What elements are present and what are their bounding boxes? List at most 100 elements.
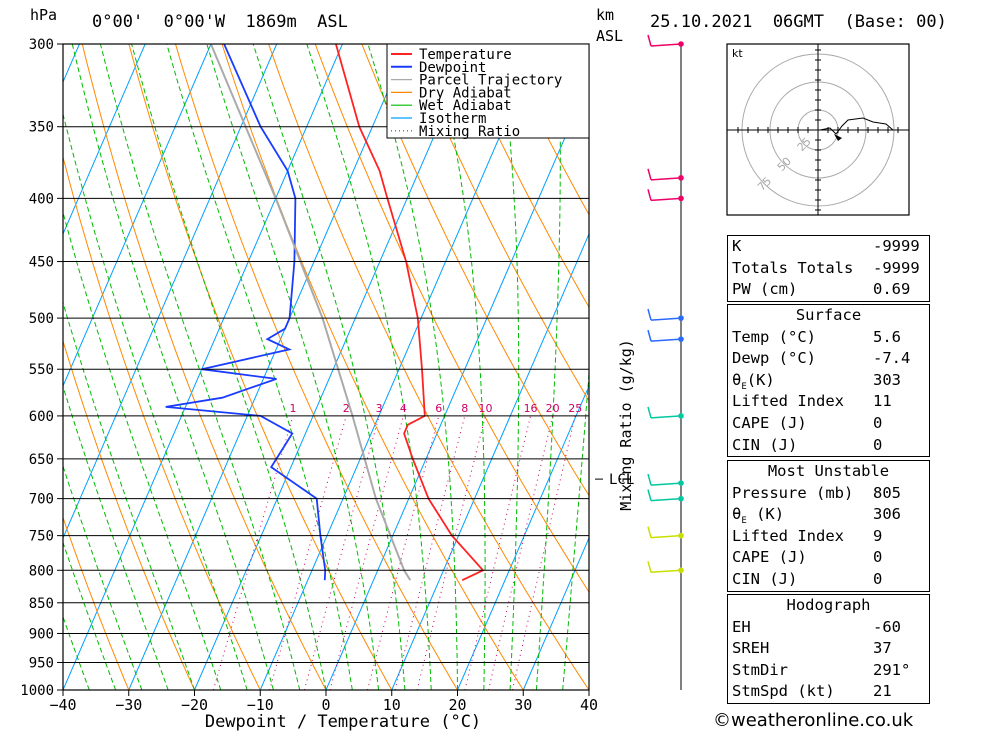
legend-label: Dewpoint (419, 60, 486, 76)
y-tick-label: 700 (29, 492, 54, 508)
dry-adiabat-line (968, 44, 1000, 690)
wind-level-dot (678, 41, 684, 47)
isotherm-line (63, 44, 146, 236)
location-title: 0°00' 0°00'W 1869m ASL (92, 12, 348, 32)
dry-adiabat-line (221, 44, 524, 690)
dry-adiabat-line (361, 44, 589, 497)
x-tick-label: −20 (181, 696, 208, 714)
legend-label: Isotherm (419, 111, 486, 127)
y-tick-label: 750 (29, 529, 54, 545)
y-tick-label: 900 (29, 626, 54, 642)
copyright-footer: ©weatheronline.co.uk (713, 710, 914, 731)
wind-barb-feather (647, 308, 652, 321)
wind-level-dot (678, 495, 684, 502)
x-tick-label: 10 (383, 696, 401, 714)
isotherm-line (522, 536, 589, 690)
wind-barb (650, 338, 682, 342)
dry-adiabat-line (63, 516, 130, 690)
wind-barb (650, 569, 682, 574)
mixing-ratio-label: 16 (524, 402, 538, 415)
wind-barb-feather (647, 189, 652, 201)
lcl-label: LCL (609, 472, 634, 488)
wind-barb-feather (647, 406, 652, 419)
hodograph-unit-label: kt (732, 47, 743, 60)
x-tick-label: −10 (247, 696, 274, 714)
surface-cape-value: 0 (873, 413, 883, 432)
wind-barb-feather (647, 473, 652, 486)
wet-adiabat-line (166, 44, 353, 690)
mixing-ratio-label: 2 (343, 402, 350, 415)
wind-barb (650, 317, 682, 321)
most-unstable-title: Most Unstable (767, 462, 890, 480)
sreh-value: 37 (873, 639, 892, 658)
mu-li-value: 9 (873, 526, 883, 545)
wet-adiabat-line (306, 44, 432, 690)
y-tick-label: 650 (29, 452, 54, 468)
mixing-ratio-line (329, 415, 404, 690)
dry-adiabat-line (268, 44, 589, 690)
mixing-ratio-labels: 1 2 3 4 6 8 10 16 20 25 (289, 402, 582, 415)
isotherm-line (63, 44, 278, 540)
y-tick-label: 850 (29, 596, 54, 612)
wind-barb-feather (647, 489, 652, 501)
surface-dewp-value: -7.4 (873, 349, 911, 368)
surface-thetae-value: 303 (873, 370, 901, 389)
wind-level-dot (678, 336, 684, 342)
mixing-ratio-label: 6 (435, 402, 442, 415)
wet-adiabat-line (71, 44, 274, 690)
wet-adiabat-line (562, 367, 589, 690)
wind-level-dot (678, 567, 684, 574)
mixing-ratio-line (269, 415, 347, 690)
hodograph-params-title: Hodograph (786, 596, 871, 614)
k-index-value: -9999 (873, 237, 920, 255)
surface-table: Surface Temp (°C) 5.6 Dewp (°C) -7.4 θE(K)… (727, 304, 930, 458)
isotherm-line (325, 80, 589, 690)
datetime-title: 25.10.2021 06GMT (Base: 00) (650, 12, 947, 32)
surface-title: Surface (795, 306, 862, 324)
legend-label: Parcel Trajectory (419, 73, 562, 89)
wet-adiabat-line (367, 44, 458, 690)
mixing-ratio-line (303, 415, 380, 690)
wind-barb (650, 534, 682, 539)
dry-adiabat-line (921, 44, 1000, 690)
plot-frame (62, 43, 590, 691)
mixing-ratio-label: 8 (461, 402, 468, 415)
y-tick-label: 450 (29, 255, 54, 271)
x-tick-label: 40 (580, 696, 598, 714)
legend-label: Wet Adiabat (419, 98, 512, 114)
isotherm-line (128, 44, 409, 690)
dewpoint-series-line (165, 44, 327, 581)
x-tick-label: −30 (115, 696, 142, 714)
parcel-trajectory-series-line (209, 44, 412, 581)
wind-level-dot (678, 175, 684, 181)
wind-level-dot (678, 480, 684, 486)
mu-cape-value: 0 (873, 548, 883, 567)
wind-profile (647, 34, 684, 574)
wind-barb-feather (647, 561, 652, 573)
wind-barb (650, 177, 682, 181)
surface-temp-value: 5.6 (873, 327, 901, 346)
stmspd-value: 21 (873, 682, 892, 701)
y-tick-label: 300 (29, 37, 54, 53)
wind-level-dot (678, 532, 684, 539)
y-tick-label: 800 (29, 563, 54, 579)
wet-adiabat-line (131, 44, 327, 690)
dry-adiabat-line (81, 44, 327, 690)
stmdir-value: 291° (873, 660, 911, 679)
hodograph-trace (819, 117, 894, 135)
mixing-ratio-label: 10 (478, 402, 492, 415)
wet-adiabat-line (252, 44, 406, 690)
mixing-ratio-label: 25 (568, 402, 582, 415)
x-tick-label: 0 (321, 696, 330, 714)
y-tick-label: 550 (29, 362, 54, 378)
wet-adiabat-line (433, 44, 486, 690)
wind-barb (650, 415, 682, 419)
pw-value: 0.69 (873, 280, 911, 299)
legend-box (386, 43, 590, 139)
mixing-ratio-label: 3 (376, 402, 383, 415)
x-axis-label: Dewpoint / Temperature (°C) (205, 712, 481, 732)
legend-label: Temperature (419, 47, 512, 63)
x-tick-label: −40 (49, 696, 76, 714)
y-tick-label: 500 (29, 311, 54, 327)
